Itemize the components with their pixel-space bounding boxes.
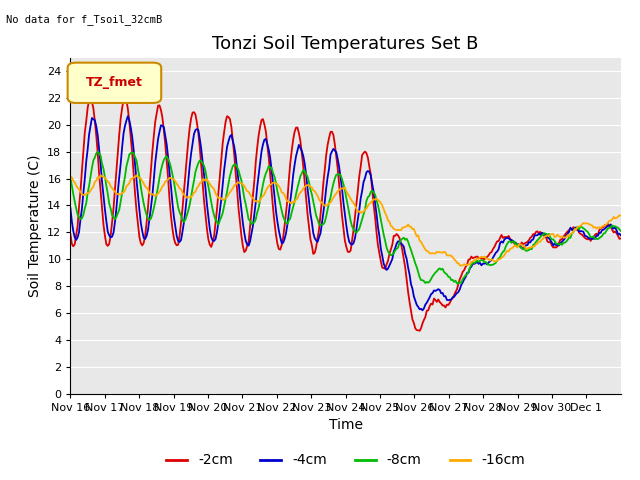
-16cm — [351, 203, 359, 208]
-2cm — [616, 236, 623, 241]
-4cm — [124, 113, 132, 119]
-4cm — [351, 235, 359, 241]
-2cm — [416, 328, 424, 334]
-16cm — [616, 213, 623, 218]
-8cm — [616, 227, 623, 232]
FancyBboxPatch shape — [68, 63, 161, 103]
-4cm — [617, 233, 625, 239]
-2cm — [121, 93, 129, 99]
-4cm — [419, 307, 426, 313]
-16cm — [85, 190, 93, 196]
-16cm — [458, 263, 465, 268]
Line: -8cm: -8cm — [70, 152, 621, 284]
-2cm — [351, 214, 359, 220]
-4cm — [85, 132, 93, 137]
Line: -4cm: -4cm — [70, 116, 621, 310]
-4cm — [102, 218, 110, 224]
-8cm — [67, 175, 74, 181]
X-axis label: Time: Time — [328, 418, 363, 432]
-16cm — [543, 233, 551, 239]
-4cm — [543, 235, 551, 240]
Line: -2cm: -2cm — [70, 96, 621, 331]
Text: No data for f_Tsoil_32cmB: No data for f_Tsoil_32cmB — [6, 14, 163, 25]
-4cm — [67, 205, 74, 211]
-16cm — [97, 172, 104, 178]
-8cm — [104, 191, 111, 196]
-16cm — [104, 179, 111, 184]
-16cm — [461, 262, 469, 268]
-2cm — [102, 241, 110, 247]
-8cm — [94, 149, 102, 155]
Text: TZ_fmet: TZ_fmet — [86, 76, 143, 89]
-2cm — [543, 239, 551, 244]
-8cm — [543, 232, 551, 238]
-4cm — [461, 274, 469, 280]
-8cm — [617, 228, 625, 234]
-16cm — [67, 174, 74, 180]
-2cm — [617, 236, 625, 241]
Legend: -2cm, -4cm, -8cm, -16cm: -2cm, -4cm, -8cm, -16cm — [161, 448, 531, 473]
-2cm — [67, 231, 74, 237]
-8cm — [351, 229, 359, 235]
Title: Tonzi Soil Temperatures Set B: Tonzi Soil Temperatures Set B — [212, 35, 479, 53]
-8cm — [461, 273, 469, 278]
-16cm — [617, 213, 625, 218]
Y-axis label: Soil Temperature (C): Soil Temperature (C) — [28, 155, 42, 297]
-2cm — [85, 98, 93, 104]
-8cm — [453, 281, 461, 287]
-8cm — [85, 183, 93, 189]
Line: -16cm: -16cm — [70, 175, 621, 265]
-2cm — [461, 264, 469, 270]
-4cm — [616, 231, 623, 237]
